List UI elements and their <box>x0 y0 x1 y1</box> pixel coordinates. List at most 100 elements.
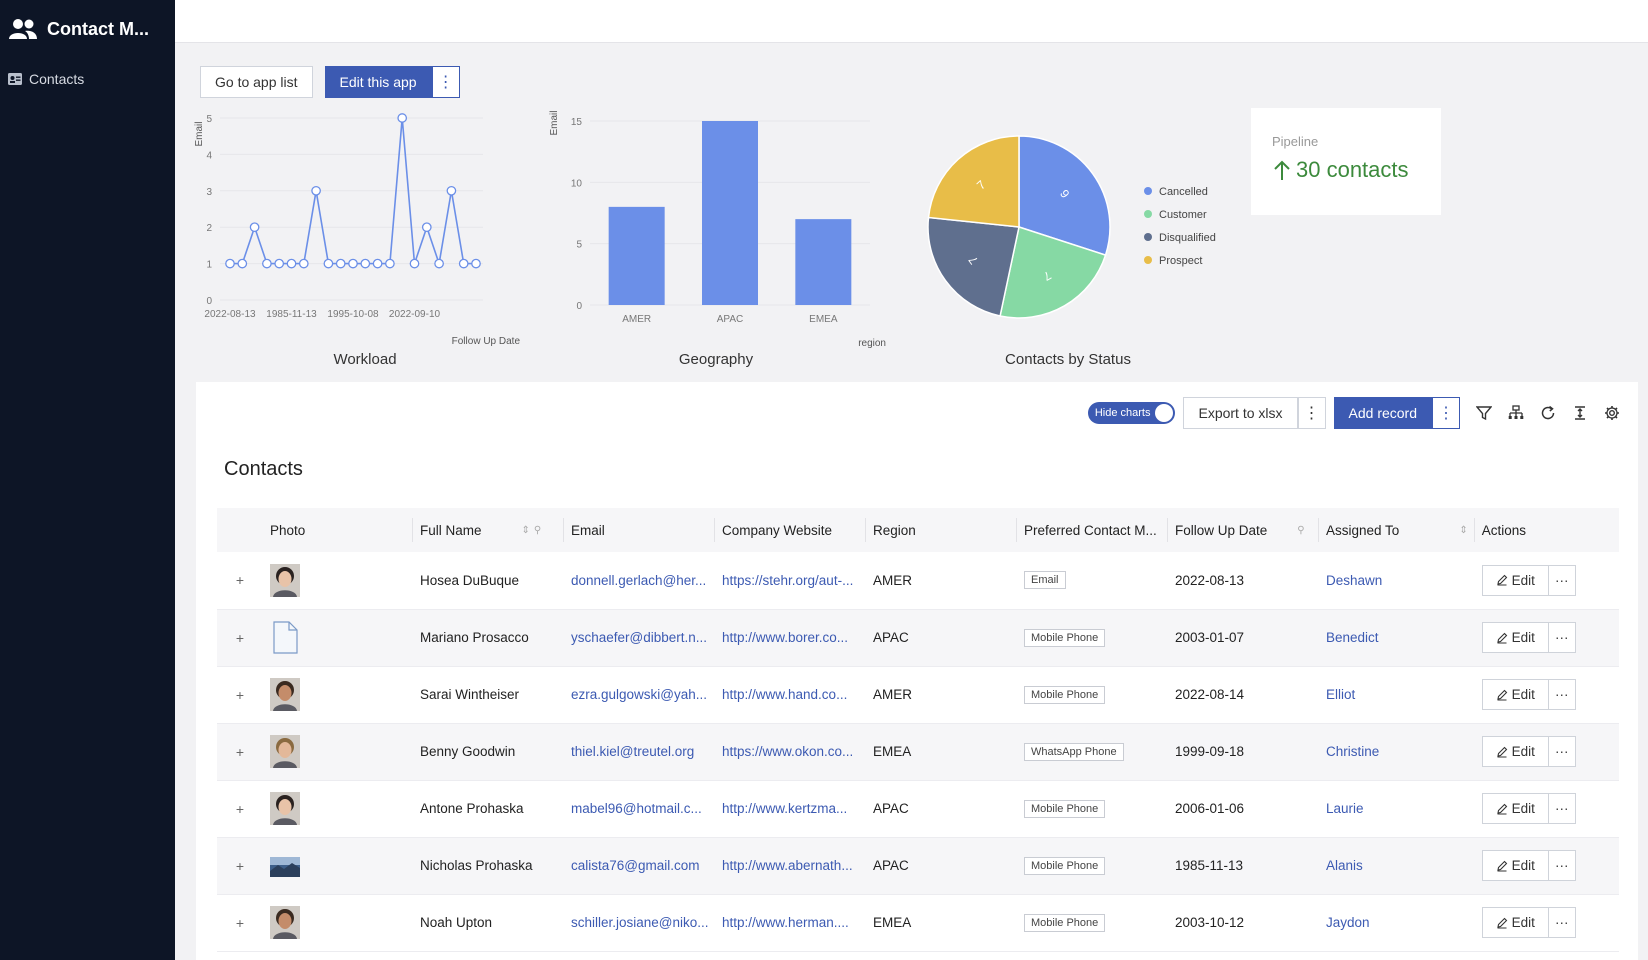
data-point[interactable] <box>348 258 358 269</box>
expand-row-button[interactable]: + <box>235 743 245 760</box>
column-header-email[interactable]: Email <box>564 508 715 552</box>
data-point[interactable] <box>434 258 444 269</box>
table-row[interactable]: + Nicholas Prohaska calista76@gmail.com … <box>217 837 1619 894</box>
pie-slice[interactable] <box>999 226 1107 319</box>
column-header-follow-up-date[interactable]: Follow Up Date ⚲ <box>1168 508 1319 552</box>
data-point[interactable] <box>360 258 371 269</box>
search-icon[interactable]: ⚲ <box>533 525 542 537</box>
legend-label[interactable]: Cancelled <box>1159 186 1208 198</box>
hide-charts-toggle[interactable]: Hide charts <box>1087 402 1176 424</box>
bar[interactable] <box>795 219 852 305</box>
assigned-to-link[interactable]: Deshawn <box>1326 572 1383 588</box>
email-link[interactable]: schiller.josiane@niko... <box>571 915 709 930</box>
refresh-icon[interactable] <box>1532 397 1564 429</box>
export-xlsx-button[interactable]: Export to xlsx <box>1183 397 1298 429</box>
legend-label[interactable]: Prospect <box>1159 255 1202 267</box>
email-link[interactable]: yschaefer@dibbert.n... <box>571 630 708 645</box>
website-link[interactable]: http://www.kertzma... <box>722 801 848 816</box>
column-header-assigned-to[interactable]: Assigned To ⇕ <box>1319 508 1475 552</box>
table-row[interactable]: + Benny Goodwin thiel.kiel@treutel.org h… <box>217 723 1619 780</box>
column-header-region[interactable]: Region <box>866 508 1017 552</box>
data-point[interactable] <box>286 258 297 269</box>
email-link[interactable]: ezra.gulgowski@yah... <box>571 687 708 702</box>
filter-icon[interactable] <box>1468 397 1500 429</box>
data-point[interactable] <box>274 258 285 269</box>
data-point[interactable] <box>335 258 346 269</box>
edit-button[interactable]: Edit <box>1481 564 1549 596</box>
column-header-company-website[interactable]: Company Website <box>715 508 866 552</box>
pie-slice[interactable] <box>927 216 1020 317</box>
table-row[interactable]: + Noah Upton schiller.josiane@niko... ht… <box>217 894 1619 951</box>
edit-button[interactable]: Edit <box>1481 793 1549 824</box>
more-actions-button[interactable]: ··· <box>1548 793 1576 824</box>
legend-label[interactable]: Customer <box>1159 209 1207 221</box>
bar[interactable] <box>608 206 665 305</box>
edit-button[interactable]: Edit <box>1481 850 1549 881</box>
more-actions-button[interactable]: ··· <box>1548 907 1576 938</box>
more-actions-button[interactable]: ··· <box>1548 736 1576 767</box>
data-point[interactable] <box>298 258 309 269</box>
email-link[interactable]: calista76@gmail.com <box>571 858 700 873</box>
table-row[interactable]: + Antone Prohaska mabel96@hotmail.c... h… <box>217 780 1619 837</box>
assigned-to-link[interactable]: Benedict <box>1326 630 1379 645</box>
sidebar-item-contacts[interactable]: Contacts <box>0 58 175 87</box>
more-actions-button[interactable]: ··· <box>1548 622 1576 653</box>
assigned-to-link[interactable]: Alanis <box>1326 858 1363 873</box>
search-icon[interactable]: ⚲ <box>1297 525 1305 537</box>
settings-gear-icon[interactable] <box>1596 397 1628 429</box>
expand-row-button[interactable]: + <box>235 914 245 931</box>
column-header-preferred-contact[interactable]: Preferred Contact M... <box>1017 508 1168 552</box>
email-link[interactable]: donnell.gerlach@her... <box>571 572 707 588</box>
edit-this-app-button[interactable]: Edit this app <box>324 66 432 98</box>
website-link[interactable]: https://stehr.org/aut-... <box>722 572 854 588</box>
expand-row-button[interactable]: + <box>235 629 245 646</box>
data-point[interactable] <box>385 258 395 269</box>
data-point[interactable] <box>249 222 260 233</box>
table-row[interactable]: + Sarai Wintheiser ezra.gulgowski@yah...… <box>217 666 1619 723</box>
pie-slice[interactable] <box>927 135 1020 228</box>
expand-row-button[interactable]: + <box>235 857 245 874</box>
sort-icon[interactable]: ⇕ <box>1459 525 1468 537</box>
expand-row-button[interactable]: + <box>235 800 245 817</box>
email-link[interactable]: thiel.kiel@treutel.org <box>571 744 695 759</box>
data-point[interactable] <box>397 113 408 123</box>
column-header-full-name[interactable]: Full Name ⇕ ⚲ <box>413 508 564 552</box>
expand-row-button[interactable]: + <box>235 686 245 703</box>
table-row[interactable]: + Mariano Prosacco yschaefer@dibbert.n..… <box>217 609 1619 666</box>
sort-icon[interactable]: ⇕ <box>521 525 530 537</box>
go-to-app-list-button[interactable]: Go to app list <box>200 66 313 98</box>
more-actions-button[interactable]: ··· <box>1548 564 1576 596</box>
data-point[interactable] <box>409 258 420 269</box>
table-row[interactable]: + Hosea DuBuque donnell.gerlach@her... h… <box>217 552 1619 609</box>
data-point[interactable] <box>372 258 383 269</box>
data-point[interactable] <box>323 258 334 269</box>
add-record-button[interactable]: Add record <box>1333 397 1432 429</box>
legend-label[interactable]: Disqualified <box>1159 232 1216 244</box>
edit-button[interactable]: Edit <box>1481 622 1549 653</box>
pie-slice[interactable] <box>1018 135 1111 257</box>
assigned-to-link[interactable]: Laurie <box>1326 801 1364 816</box>
edit-button[interactable]: Edit <box>1481 736 1549 767</box>
data-point[interactable] <box>458 258 469 269</box>
website-link[interactable]: http://www.hand.co... <box>722 687 848 702</box>
assigned-to-link[interactable]: Jaydon <box>1326 915 1370 930</box>
email-link[interactable]: mabel96@hotmail.c... <box>571 801 702 816</box>
website-link[interactable]: http://www.herman.... <box>722 915 849 930</box>
assigned-to-link[interactable]: Elliot <box>1326 687 1356 702</box>
column-header-photo[interactable]: Photo <box>263 508 413 552</box>
data-point[interactable] <box>237 258 248 269</box>
more-actions-button[interactable]: ··· <box>1548 850 1576 881</box>
data-point[interactable] <box>262 258 272 269</box>
edit-button[interactable]: Edit <box>1481 907 1549 938</box>
website-link[interactable]: http://www.borer.co... <box>722 630 849 645</box>
more-actions-button[interactable]: ··· <box>1548 679 1576 710</box>
export-menu-button[interactable]: ⋮ <box>1297 397 1326 429</box>
website-link[interactable]: http://www.abernath... <box>722 858 853 873</box>
app-menu-button[interactable]: ⋮ <box>431 66 460 98</box>
data-point[interactable] <box>471 258 481 269</box>
data-point[interactable] <box>446 185 457 196</box>
expand-row-button[interactable]: + <box>235 572 245 589</box>
row-height-icon[interactable] <box>1564 397 1596 429</box>
edit-button[interactable]: Edit <box>1481 679 1549 710</box>
bar[interactable] <box>702 121 758 305</box>
